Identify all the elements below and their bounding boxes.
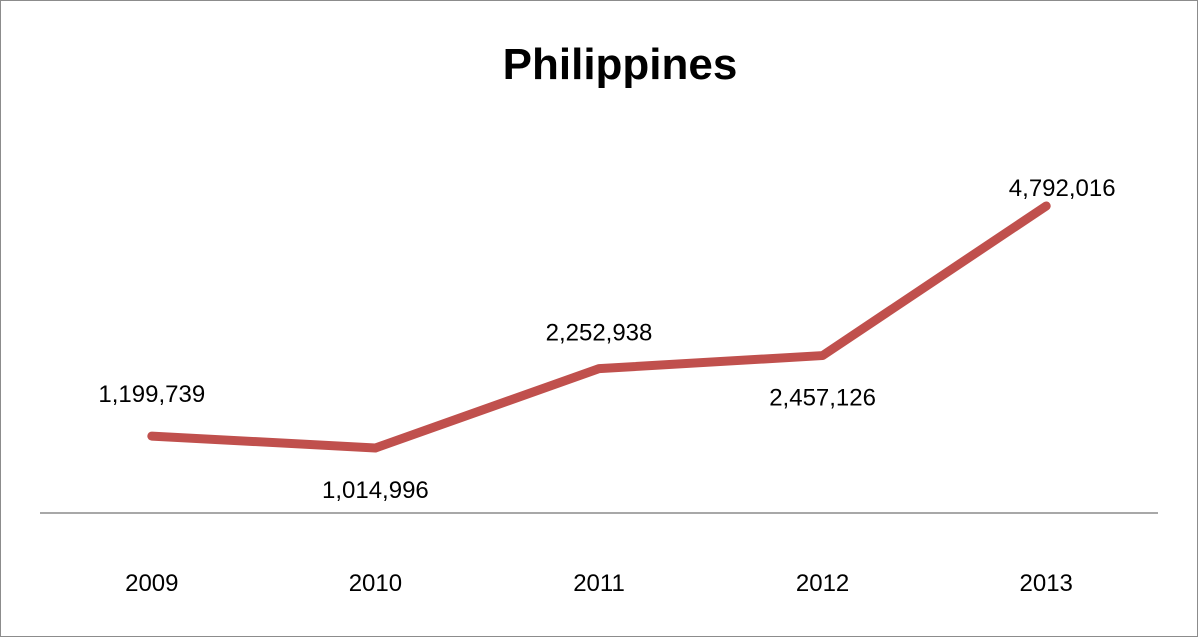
x-tick-label: 2011 [573, 570, 625, 597]
x-tick-label: 2009 [125, 570, 178, 597]
x-tick-label: 2012 [796, 570, 849, 597]
data-label: 1,199,739 [98, 381, 205, 408]
chart-title: Philippines [502, 40, 738, 89]
x-tick-label: 2013 [1020, 570, 1073, 597]
data-label: 2,252,938 [546, 320, 653, 347]
x-tick-label: 2010 [349, 570, 402, 597]
data-label: 2,457,126 [769, 385, 876, 412]
data-label: 1,014,996 [322, 477, 429, 504]
data-label: 4,792,016 [1009, 175, 1116, 202]
